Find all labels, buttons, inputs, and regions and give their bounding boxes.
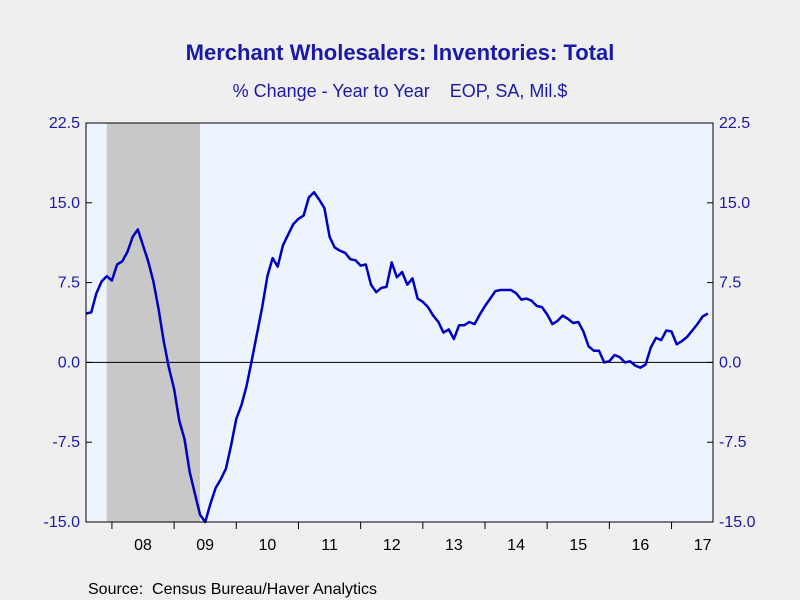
y-tick-label-left: -7.5 <box>52 434 80 451</box>
x-tick-label: 17 <box>694 537 712 554</box>
y-tick-label-left: -15.0 <box>44 514 81 531</box>
recession-shading <box>106 123 201 522</box>
x-tick-label: 10 <box>258 537 276 554</box>
chart-subtitle: % Change - Year to Year EOP, SA, Mil.$ <box>233 81 568 101</box>
y-tick-label-left: 0.0 <box>58 354 80 371</box>
y-tick-label-right: -15.0 <box>719 514 756 531</box>
source-note: Source: Census Bureau/Haver Analytics <box>88 581 377 598</box>
x-tick-label: 16 <box>632 537 650 554</box>
series-line <box>85 190 709 524</box>
y-tick-label-right: 7.5 <box>719 275 741 292</box>
axis-ticks: 22.5 22.5 15.0 15.0 7.5 7.5 0.0 0.0 -7.5 -7.5 -15.… <box>44 115 756 554</box>
y-tick-label-right: 22.5 <box>719 115 750 132</box>
x-tick-label: 08 <box>134 537 152 554</box>
plot-frame <box>85 122 714 523</box>
x-tick-label: 15 <box>569 537 587 554</box>
y-tick-label-left: 7.5 <box>58 275 80 292</box>
x-tick-label: 09 <box>196 537 214 554</box>
y-tick-label-right: 15.0 <box>719 195 750 212</box>
x-tick-label: 12 <box>383 537 401 554</box>
chart-title: Merchant Wholesalers: Inventories: Total <box>186 40 615 65</box>
y-tick-label-right: 0.0 <box>719 354 741 371</box>
x-tick-label: 13 <box>445 537 463 554</box>
x-tick-label: 14 <box>507 537 525 554</box>
y-tick-label-right: -7.5 <box>719 434 747 451</box>
y-tick-label-left: 15.0 <box>49 195 80 212</box>
x-tick-label: 11 <box>321 537 338 554</box>
y-tick-label-left: 22.5 <box>49 115 80 132</box>
